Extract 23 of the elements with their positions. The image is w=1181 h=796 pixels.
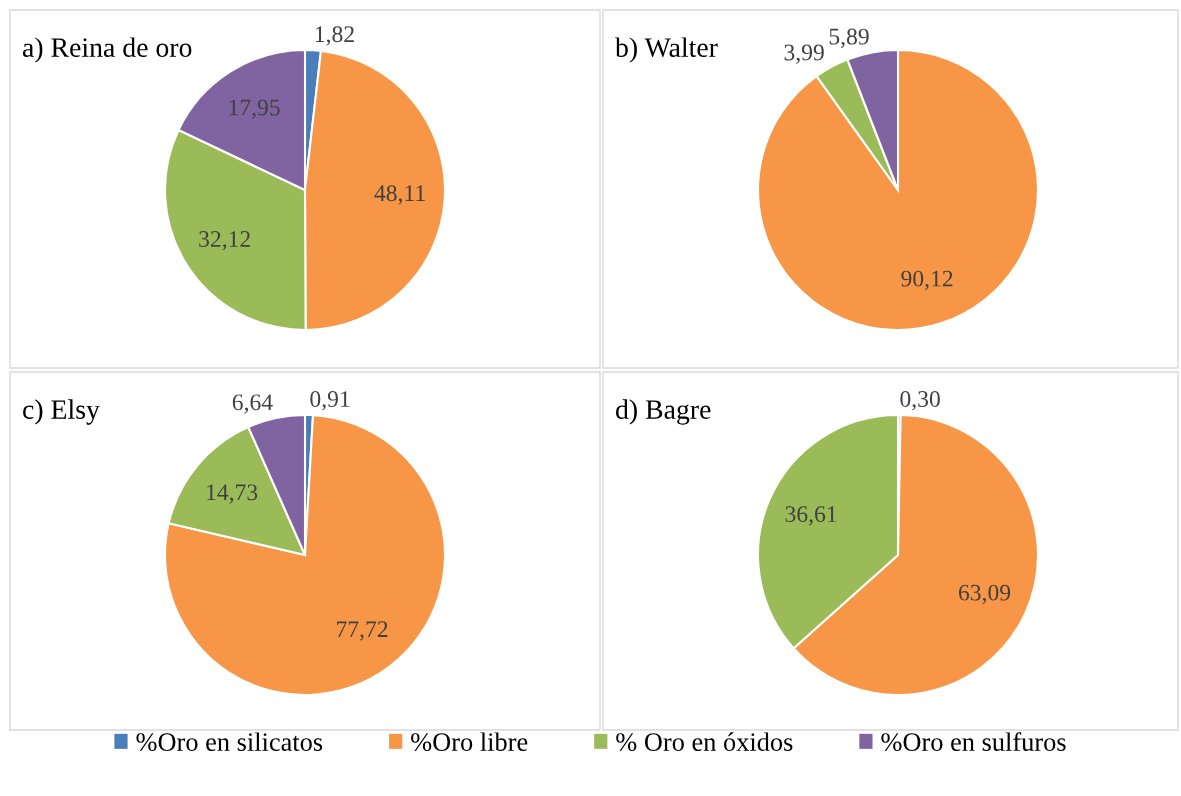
legend-label: % Oro en óxidos (616, 732, 793, 752)
data-label: 0,91 (310, 391, 350, 411)
data-label: 14,73 (207, 484, 258, 504)
data-label: 0,30 (900, 390, 940, 411)
data-label: 5,89 (829, 28, 869, 48)
chart-title: b) Walter (615, 37, 718, 63)
chart-title: a) Reina de oro (22, 37, 192, 63)
data-label: 17,95 (229, 99, 280, 119)
pie-slice (163, 414, 447, 697)
legend-label: %Oro en silicatos (136, 732, 323, 752)
data-label: 3,99 (784, 44, 824, 64)
data-label: 36,61 (785, 506, 837, 526)
chart-title: d) Bagre (616, 399, 711, 425)
legend-label: %Oro en sulfuros (881, 732, 1066, 752)
data-label: 90,12 (901, 270, 953, 290)
data-label: 6,64 (232, 394, 273, 414)
data-label: 1,82 (315, 26, 354, 46)
data-label: 77,72 (337, 621, 388, 641)
legend-label: %Oro libre (411, 732, 528, 752)
data-label: 48,11 (374, 185, 425, 205)
data-label: 32,12 (199, 231, 250, 251)
data-label: 63,09 (958, 584, 1011, 604)
chart-title: c) Elsy (23, 399, 100, 425)
